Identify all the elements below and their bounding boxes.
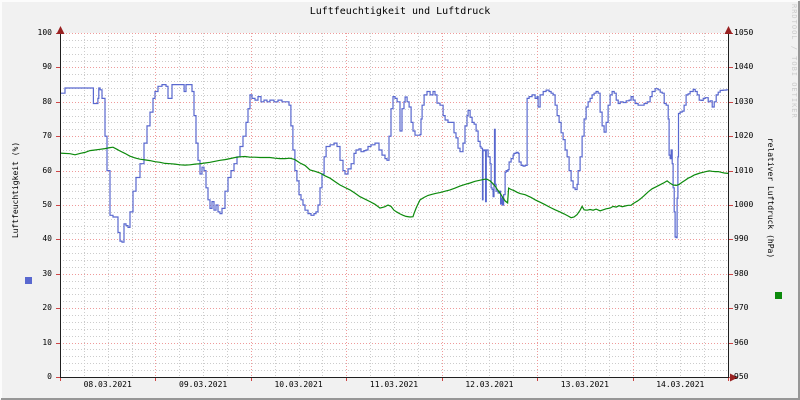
y-axis-left-label: Luftfeuchtigkeit (%) bbox=[11, 141, 20, 239]
y-axis-left-tick-50: 50 bbox=[42, 200, 52, 209]
x-axis-tick-14.03.2021: 14.03.2021 bbox=[656, 380, 705, 389]
y-axis-right-label: relativer Luftdruck (hPa) bbox=[766, 137, 775, 259]
humidity-legend-marker bbox=[25, 277, 32, 284]
y-axis-right-tick-1020: 1020 bbox=[734, 131, 754, 141]
y-axis-left-tick-30: 30 bbox=[42, 268, 52, 278]
y-axis-left-tick-0: 0 bbox=[47, 372, 52, 381]
x-axis-tick-13.03.2021: 13.03.2021 bbox=[560, 380, 609, 389]
y-axis-right-tick-1050: 1050 bbox=[734, 28, 754, 37]
y-axis-right-tick-960: 960 bbox=[734, 337, 749, 347]
y-axis-right-tick-950: 950 bbox=[734, 372, 749, 381]
rrdtool-watermark: RRDTOOL / TOBI OETIKER bbox=[790, 4, 798, 119]
x-axis-tick-12.03.2021: 12.03.2021 bbox=[465, 380, 514, 389]
y-axis-left-tick-100: 100 bbox=[37, 28, 52, 37]
y-axis-right-tick-1000: 1000 bbox=[734, 200, 754, 209]
chart-title: Luftfeuchtigkeit und Luftdruck bbox=[309, 6, 491, 17]
y-axis-right-tick-990: 990 bbox=[734, 234, 749, 244]
pressure-legend-marker bbox=[775, 292, 782, 299]
y-axis-right-tick-1040: 1040 bbox=[734, 62, 754, 72]
y-axis-right-tick-970: 970 bbox=[734, 303, 749, 313]
y-axis-right-tick-1030: 1030 bbox=[734, 96, 754, 106]
y-axis-left-tick-40: 40 bbox=[42, 234, 52, 244]
y-axis-left-tick-20: 20 bbox=[42, 303, 52, 313]
x-axis-tick-08.03.2021: 08.03.2021 bbox=[83, 380, 132, 389]
x-axis-tick-10.03.2021: 10.03.2021 bbox=[274, 380, 323, 389]
y-axis-right-tick-1010: 1010 bbox=[734, 165, 754, 175]
y-axis-left-tick-60: 60 bbox=[42, 165, 52, 175]
x-axis-tick-11.03.2021: 11.03.2021 bbox=[369, 380, 419, 389]
y-axis-right-tick-980: 980 bbox=[734, 268, 749, 278]
y-axis-left-tick-10: 10 bbox=[42, 337, 52, 347]
x-axis-tick-09.03.2021: 09.03.2021 bbox=[179, 380, 228, 389]
y-axis-left-tick-70: 70 bbox=[42, 131, 52, 141]
y-axis-left-tick-90: 90 bbox=[42, 62, 52, 72]
y-axis-left-tick-80: 80 bbox=[42, 96, 52, 106]
